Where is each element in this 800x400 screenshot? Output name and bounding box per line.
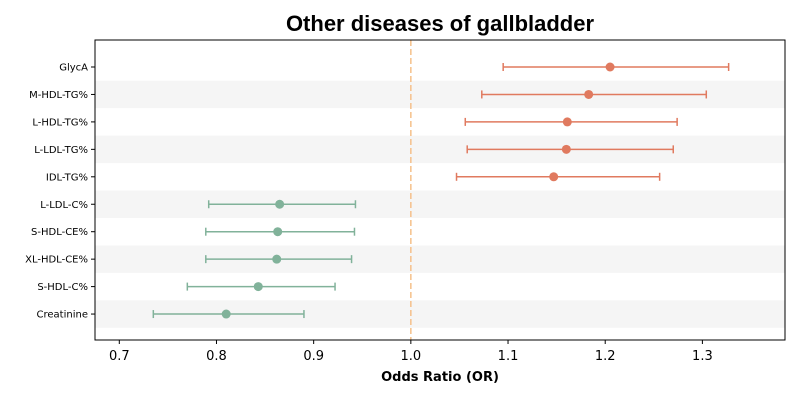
x-tick-label: 1.0 — [401, 349, 422, 364]
forest-row — [481, 89, 708, 99]
forest-row — [207, 199, 357, 209]
y-tick-label: M-HDL-TG% — [29, 90, 88, 101]
row-band — [95, 190, 785, 218]
or-point — [549, 172, 559, 182]
y-tick-label: L-LDL-TG% — [34, 145, 88, 156]
or-point — [605, 62, 615, 72]
x-axis-ticks: 0.7 0.8 0.9 1.0 1.1 1.2 1.3 — [109, 340, 713, 364]
y-axis-labels: GlycA M-HDL-TG% L-HDL-TG% L-LDL-TG% IDL-TG% L… — [25, 63, 95, 321]
y-tick-label: L-HDL-TG% — [32, 117, 88, 128]
y-tick-label: XL-HDL-CE% — [25, 255, 88, 266]
y-tick-label: L-LDL-C% — [40, 200, 88, 211]
forest-row — [205, 254, 353, 264]
forest-row — [152, 309, 305, 319]
x-tick-label: 1.1 — [498, 349, 519, 364]
x-tick-label: 1.2 — [595, 349, 616, 364]
chart-title: Other diseases of gallbladder — [286, 11, 595, 36]
y-tick-label: S-HDL-CE% — [31, 227, 88, 238]
forest-row — [205, 227, 356, 237]
forest-marks — [152, 62, 730, 319]
forest-row — [466, 144, 674, 154]
y-tick-label: S-HDL-C% — [37, 282, 88, 293]
y-tick-label: Creatinine — [37, 310, 88, 321]
or-point — [253, 282, 263, 292]
row-shading — [95, 80, 785, 328]
forest-row — [502, 62, 730, 72]
or-point — [561, 144, 571, 154]
y-tick-label: GlycA — [59, 63, 88, 74]
or-point — [221, 309, 231, 319]
y-tick-label: IDL-TG% — [46, 172, 88, 183]
forest-row — [186, 282, 336, 292]
row-band — [95, 245, 785, 273]
or-point — [584, 89, 594, 99]
x-tick-label: 0.7 — [109, 349, 130, 364]
or-point — [272, 254, 282, 264]
x-tick-label: 0.8 — [206, 349, 227, 364]
x-tick-label: 1.3 — [692, 349, 713, 364]
forest-row — [464, 117, 678, 127]
forest-row — [455, 172, 661, 182]
plot-frame — [94, 39, 786, 341]
x-tick-label: 0.9 — [303, 349, 324, 364]
row-band — [95, 135, 785, 164]
or-point — [273, 227, 283, 237]
or-point — [275, 199, 285, 209]
or-point — [562, 117, 572, 127]
x-axis-label: Odds Ratio (OR) — [381, 370, 499, 385]
